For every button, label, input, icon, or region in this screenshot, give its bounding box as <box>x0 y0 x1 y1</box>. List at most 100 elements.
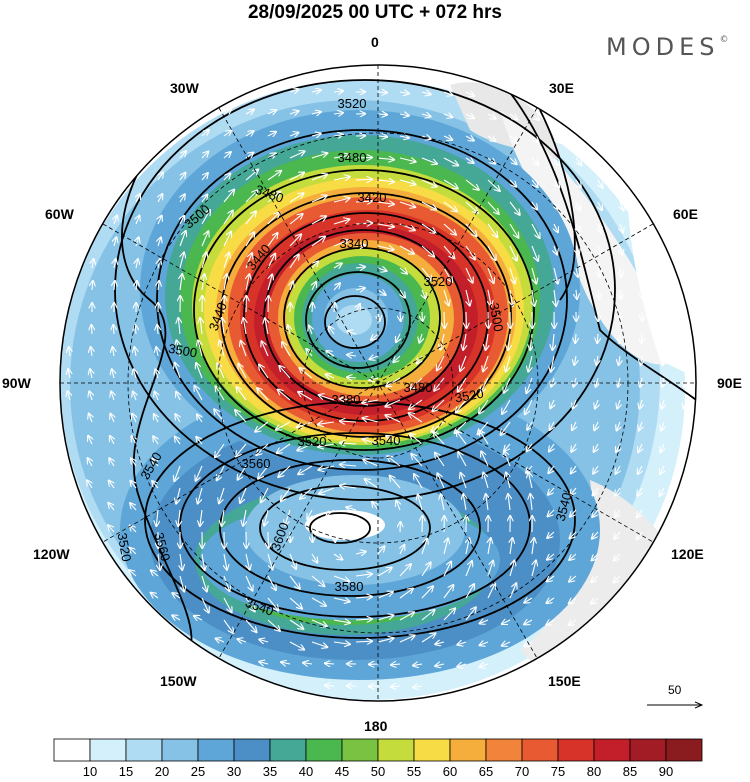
wind-vector <box>245 211 256 225</box>
wind-vector <box>377 615 393 621</box>
wind-vector <box>443 114 452 117</box>
wind-vector <box>569 598 577 603</box>
wind-vector <box>435 453 445 467</box>
wind-vector <box>641 355 642 365</box>
wind-vector <box>179 575 184 591</box>
wind-vector <box>154 414 158 423</box>
wind-vector <box>289 553 296 569</box>
wind-vector <box>88 436 92 445</box>
wind-vector <box>340 486 357 488</box>
wind-vector <box>289 111 298 114</box>
wind-vector <box>574 355 576 365</box>
wind-vector <box>219 487 225 503</box>
wind-vector <box>506 355 511 371</box>
wind-vector <box>385 415 401 423</box>
wind-vector <box>111 391 114 401</box>
wind-vector <box>278 390 291 401</box>
wind-vector <box>487 114 496 119</box>
colorbar-swatch <box>665 738 703 762</box>
wind-vector <box>333 620 350 623</box>
wind-vector <box>421 539 427 555</box>
wind-vector <box>264 509 268 526</box>
wind-vector <box>457 664 467 667</box>
wind-vector <box>569 575 577 582</box>
copyright-mark: © <box>719 35 729 45</box>
lon-label-150w: 150W <box>160 673 197 689</box>
wind-vector <box>413 664 423 666</box>
wind-vector <box>617 399 620 409</box>
wind-vector <box>456 431 467 445</box>
wind-vector <box>479 399 489 413</box>
wind-vector <box>223 190 234 203</box>
wind-vector <box>288 325 290 335</box>
wind-vector <box>267 153 276 158</box>
wind-reference-label: 50 <box>668 683 682 697</box>
wind-vector <box>390 476 401 489</box>
wind-vector <box>642 267 643 277</box>
wind-vector <box>377 202 394 204</box>
wind-vector <box>576 245 579 255</box>
wind-vector <box>465 201 478 213</box>
wind-vector <box>443 223 456 235</box>
wind-vector <box>311 553 317 562</box>
wind-vector <box>377 158 394 160</box>
wind-vector <box>411 454 423 467</box>
wind-vector <box>417 355 422 363</box>
wind-vector <box>546 620 555 625</box>
map-boundary <box>59 64 697 702</box>
wind-vector <box>437 355 445 370</box>
colorbar-swatch <box>521 738 559 762</box>
wind-vector <box>261 487 269 502</box>
wind-vector <box>91 347 92 357</box>
lon-label-30w: 30W <box>170 80 199 96</box>
wind-vector <box>684 399 686 409</box>
wind-vector <box>175 363 181 379</box>
wind-vector <box>223 152 231 159</box>
wind-vector <box>198 341 202 357</box>
wind-vector <box>113 325 114 335</box>
wind-vector <box>528 355 532 372</box>
wind-vector <box>487 561 493 577</box>
wind-vector <box>526 377 533 393</box>
wind-vector <box>180 173 185 181</box>
wind-vector <box>444 311 445 328</box>
wind-vector <box>508 333 510 350</box>
wind-vector <box>110 436 114 445</box>
wind-vector <box>318 466 335 470</box>
wind-vector <box>554 201 559 210</box>
wind-vector <box>554 245 557 254</box>
lon-label-150e: 150E <box>548 673 581 689</box>
wind-vector <box>377 592 393 599</box>
wind-vector <box>465 179 479 190</box>
wind-vector <box>196 437 203 445</box>
wind-vector <box>176 392 180 401</box>
wind-vector <box>215 443 225 457</box>
wind-vector <box>201 130 209 137</box>
wind-vector <box>466 538 469 555</box>
wind-vector <box>620 245 622 255</box>
wind-vector <box>153 436 158 445</box>
wind-vector <box>525 399 533 414</box>
wind-vector <box>267 132 276 136</box>
wind-vector <box>224 553 227 570</box>
wind-vector <box>443 157 458 165</box>
wind-vector <box>506 473 511 489</box>
wind-vector <box>216 386 225 401</box>
wind-vector <box>592 531 599 539</box>
wind-vector <box>258 465 269 479</box>
wind-vector <box>132 414 136 423</box>
wind-vector <box>131 481 136 489</box>
wind-vector <box>443 245 454 258</box>
wind-vector <box>267 171 281 181</box>
wind-vector <box>89 414 92 423</box>
wind-vector <box>355 201 372 202</box>
wind-vector <box>575 333 576 343</box>
wind-vector <box>243 318 246 335</box>
wind-vector <box>570 487 577 495</box>
wind-vector <box>463 494 466 511</box>
wind-vector <box>289 89 299 92</box>
wind-vector <box>595 399 598 408</box>
wind-vector <box>197 415 202 423</box>
wind-vector <box>531 135 539 142</box>
wind-vector <box>300 487 313 499</box>
